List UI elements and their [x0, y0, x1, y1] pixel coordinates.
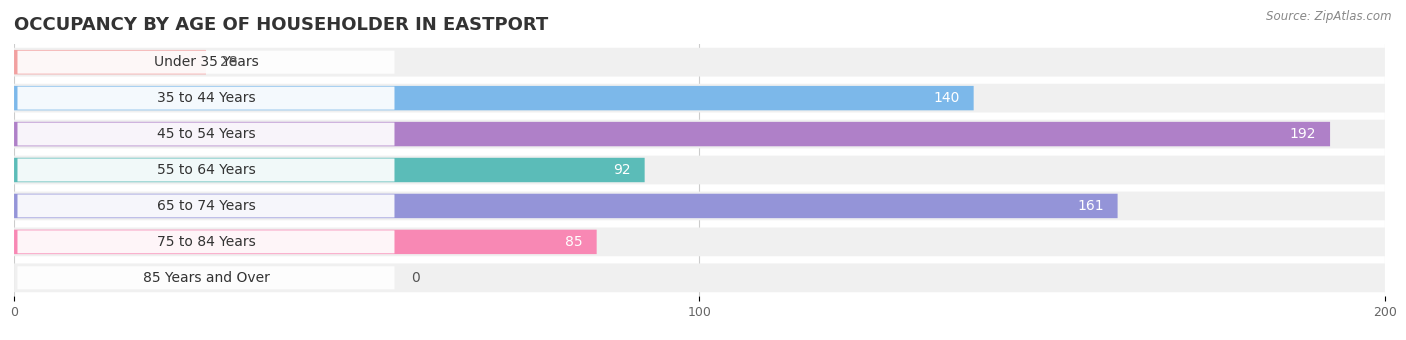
Text: 161: 161 — [1077, 199, 1104, 213]
FancyBboxPatch shape — [14, 50, 207, 74]
FancyBboxPatch shape — [14, 156, 1385, 184]
FancyBboxPatch shape — [17, 158, 395, 182]
Text: 92: 92 — [613, 163, 631, 177]
FancyBboxPatch shape — [14, 122, 1330, 146]
Text: OCCUPANCY BY AGE OF HOUSEHOLDER IN EASTPORT: OCCUPANCY BY AGE OF HOUSEHOLDER IN EASTP… — [14, 16, 548, 34]
FancyBboxPatch shape — [17, 231, 395, 253]
FancyBboxPatch shape — [14, 191, 1385, 220]
FancyBboxPatch shape — [14, 48, 1385, 76]
FancyBboxPatch shape — [14, 264, 1385, 292]
FancyBboxPatch shape — [14, 120, 1385, 149]
Text: 28: 28 — [219, 55, 238, 69]
Text: 140: 140 — [934, 91, 960, 105]
FancyBboxPatch shape — [17, 266, 395, 289]
FancyBboxPatch shape — [14, 194, 1118, 218]
FancyBboxPatch shape — [17, 87, 395, 109]
FancyBboxPatch shape — [14, 230, 596, 254]
Text: Under 35 Years: Under 35 Years — [153, 55, 259, 69]
Text: 85 Years and Over: 85 Years and Over — [142, 271, 270, 285]
FancyBboxPatch shape — [14, 158, 644, 182]
FancyBboxPatch shape — [17, 51, 395, 74]
FancyBboxPatch shape — [14, 86, 973, 110]
Text: 65 to 74 Years: 65 to 74 Years — [156, 199, 256, 213]
FancyBboxPatch shape — [14, 227, 1385, 256]
FancyBboxPatch shape — [17, 122, 395, 146]
Text: Source: ZipAtlas.com: Source: ZipAtlas.com — [1267, 10, 1392, 23]
FancyBboxPatch shape — [14, 84, 1385, 113]
FancyBboxPatch shape — [17, 194, 395, 218]
Text: 0: 0 — [412, 271, 420, 285]
Text: 45 to 54 Years: 45 to 54 Years — [156, 127, 256, 141]
Text: 85: 85 — [565, 235, 583, 249]
Text: 75 to 84 Years: 75 to 84 Years — [156, 235, 256, 249]
Text: 55 to 64 Years: 55 to 64 Years — [156, 163, 256, 177]
Text: 35 to 44 Years: 35 to 44 Years — [156, 91, 256, 105]
Text: 192: 192 — [1289, 127, 1316, 141]
